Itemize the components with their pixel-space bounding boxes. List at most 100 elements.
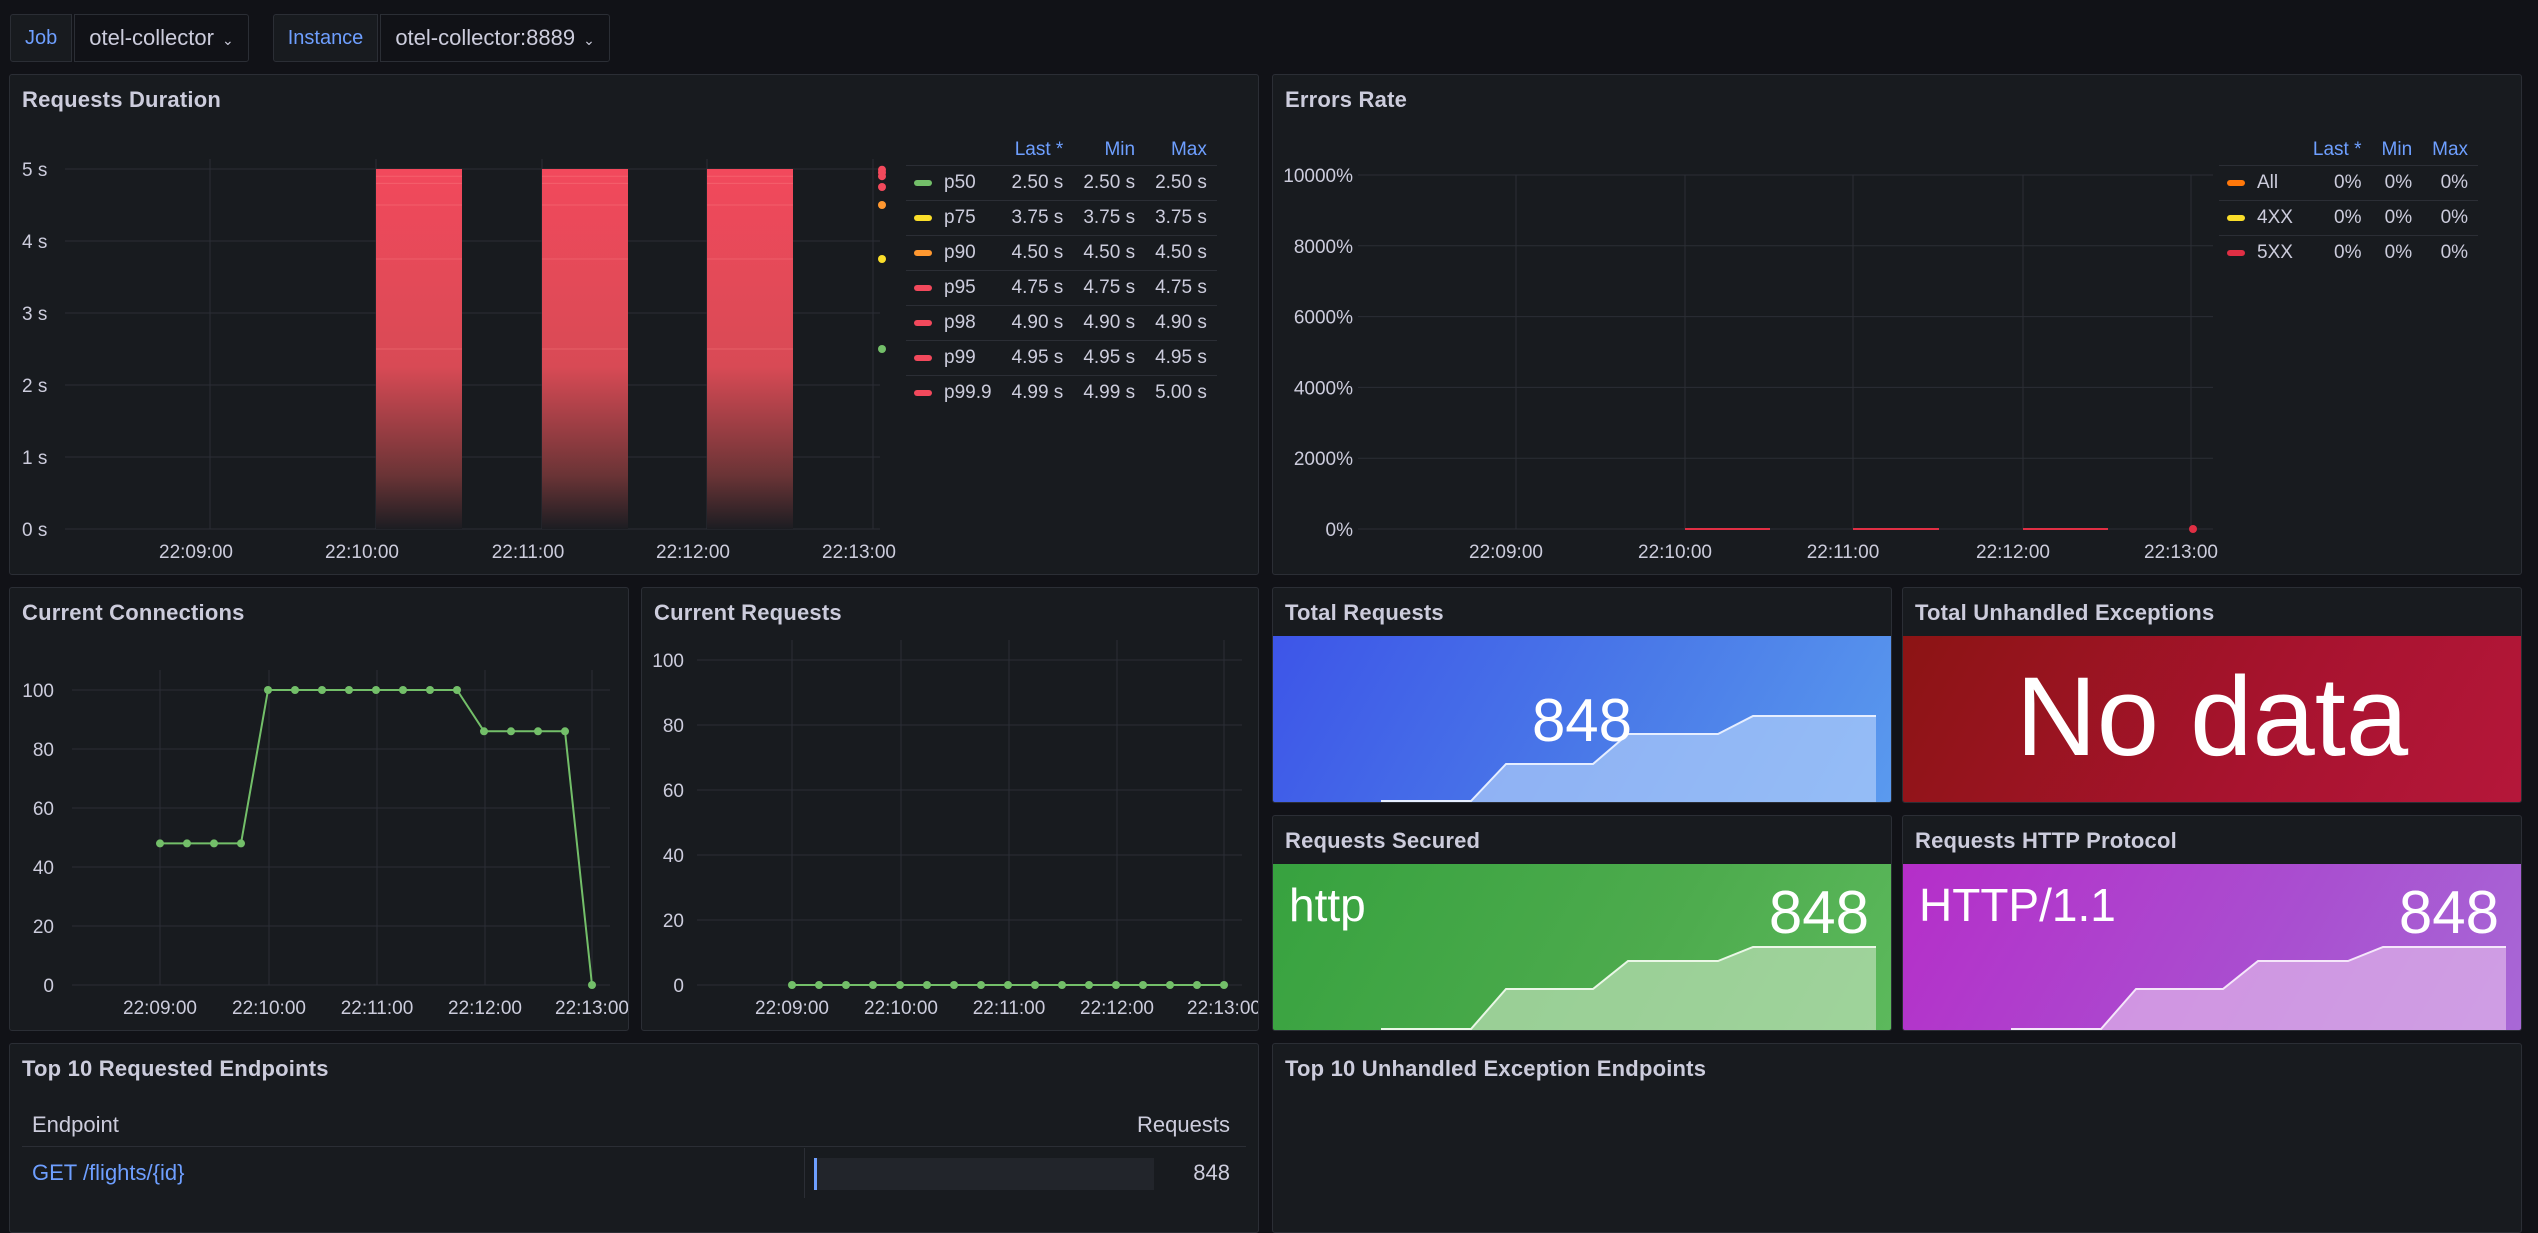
legend-swatch <box>914 354 932 361</box>
y-tick-label: 0% <box>1326 520 1354 541</box>
y-tick-label: 5 s <box>22 160 47 181</box>
legend-value-max: 4.75 s <box>1145 270 1217 306</box>
legend-row-p50[interactable]: p50 2.50 s 2.50 s 2.50 s <box>906 165 1217 201</box>
data-point <box>1112 981 1120 989</box>
column-header-endpoint[interactable]: Endpoint <box>32 1112 119 1137</box>
data-point <box>399 686 407 694</box>
legend-value-min: 3.75 s <box>1073 200 1146 236</box>
y-tick-label: 2000% <box>1294 449 1353 470</box>
legend-row-p999[interactable]: p99.9 4.99 s 4.99 s 5.00 s <box>906 375 1217 410</box>
data-point <box>534 727 542 736</box>
legend-row-p98[interactable]: p98 4.90 s 4.90 s 4.90 s <box>906 305 1217 341</box>
legend-row-5xx[interactable]: 5XX 0% 0% 0% <box>2219 235 2479 270</box>
panel-title: Total Unhandled Exceptions <box>1915 600 2215 625</box>
legend-row-p95[interactable]: p95 4.75 s 4.75 s 4.75 s <box>906 270 1217 306</box>
table-header-divider <box>22 1146 1246 1147</box>
series-line <box>160 689 593 986</box>
y-tick-label: 0 <box>673 976 684 997</box>
data-point <box>291 686 299 694</box>
y-tick-label: 4000% <box>1294 378 1353 399</box>
requests-bar-fill <box>814 1158 817 1190</box>
data-point <box>1220 981 1228 989</box>
column-header-requests[interactable]: Requests <box>1137 1112 1230 1137</box>
stat-sparkline <box>1381 946 1876 1030</box>
data-point <box>977 981 985 989</box>
y-tick-label: 1 s <box>22 448 47 469</box>
variable-select-instance[interactable]: otel-collector:8889 ⌄ <box>380 14 610 62</box>
y-tick-label: 2 s <box>22 376 47 397</box>
requests-count: 848 <box>1193 1160 1230 1185</box>
requests-bar-cell <box>804 1148 805 1198</box>
x-tick-label: 22:11:00 <box>973 998 1046 1019</box>
x-tick-label: 22:09:00 <box>1469 542 1543 563</box>
legend-row-p75[interactable]: p75 3.75 s 3.75 s 3.75 s <box>906 200 1217 236</box>
y-tick-label: 100 <box>22 681 54 702</box>
data-point <box>878 165 886 174</box>
current-requests-chart[interactable]: 0 20 40 60 80 100 22:09:00 22:10:00 22:11:00 22:1… <box>642 588 1259 1031</box>
errors-rate-chart[interactable]: 0% 2000% 4000% 6000% 8000% 10000% 22:09:00 22:… <box>1273 105 2223 575</box>
panel-title: Requests HTTP Protocol <box>1915 828 2177 853</box>
panel-requests-http-protocol[interactable]: Requests HTTP Protocol HTTP/1.1 848 <box>1902 815 2522 1031</box>
panel-requests-secured[interactable]: Requests Secured http 848 <box>1272 815 1892 1031</box>
legend-header-max[interactable]: Max <box>1170 139 1207 160</box>
legend-swatch <box>914 389 932 396</box>
legend-header-last[interactable]: Last * <box>1014 139 1064 160</box>
variable-select-job[interactable]: otel-collector ⌄ <box>74 14 249 62</box>
endpoint-link[interactable]: GET /flights/{id} <box>32 1160 185 1185</box>
grid <box>697 640 1242 986</box>
legend-value-max: 2.50 s <box>1145 165 1217 201</box>
x-tick-label: 22:10:00 <box>1638 542 1712 563</box>
data-point <box>842 981 850 989</box>
x-tick-label: 22:12:00 <box>656 542 730 563</box>
panel-top-requested-endpoints[interactable]: Top 10 Requested Endpoints Endpoint Requ… <box>9 1043 1259 1233</box>
panel-current-requests[interactable]: Current Requests 0 20 40 60 80 100 22:09:00 22:… <box>641 587 1259 1031</box>
data-point <box>2189 525 2197 533</box>
requests-duration-chart[interactable]: 0 s 1 s 2 s 3 s 4 s 5 s 22:09:00 22:10:00 22:11… <box>10 105 910 575</box>
legend-value-min: 4.75 s <box>1073 270 1146 306</box>
table-row[interactable]: GET /flights/{id} 848 <box>22 1148 1246 1198</box>
legend-header-min[interactable]: Min <box>1104 139 1136 160</box>
panel-top-unhandled-exception-endpoints[interactable]: Top 10 Unhandled Exception Endpoints <box>1272 1043 2522 1233</box>
legend-row-p99[interactable]: p99 4.95 s 4.95 s 4.95 s <box>906 340 1217 376</box>
panel-requests-duration[interactable]: Requests Duration 0 s 1 s 2 s 3 s 4 s 5 s 22:… <box>9 74 1259 575</box>
legend-series-name: p90 <box>944 242 976 263</box>
x-tick-label: 22:11:00 <box>1807 542 1880 563</box>
legend-row-all[interactable]: All 0% 0% 0% <box>2219 165 2479 201</box>
data-point <box>896 981 904 989</box>
variables-bar: Job otel-collector ⌄ Instance otel-collec… <box>10 14 634 62</box>
y-tick-label: 20 <box>663 911 684 932</box>
data-point <box>788 981 796 989</box>
panel-total-unhandled-exceptions[interactable]: Total Unhandled Exceptions No data <box>1902 587 2522 803</box>
legend-row-p90[interactable]: p90 4.50 s 4.50 s 4.50 s <box>906 235 1217 271</box>
stat-value: 848 <box>1768 879 1869 946</box>
heatmap-cell <box>542 169 628 529</box>
y-tick-label: 100 <box>652 651 684 672</box>
x-tick-label: 22:09:00 <box>123 998 197 1019</box>
legend-row-4xx[interactable]: 4XX 0% 0% 0% <box>2219 200 2479 236</box>
legend-value-last: 4.99 s <box>1001 375 1074 410</box>
legend-header-last[interactable]: Last * <box>2312 139 2362 160</box>
panel-current-connections[interactable]: Current Connections 0 20 40 60 80 100 22:09:00… <box>9 587 629 1031</box>
panel-errors-rate[interactable]: Errors Rate 0% 2000% 4000% 6000% 8000% 10000%… <box>1272 74 2522 575</box>
y-tick-label: 40 <box>663 846 684 867</box>
data-point <box>878 255 886 263</box>
data-point <box>426 686 434 694</box>
y-tick-label: 0 <box>43 976 54 997</box>
stat-background: No data <box>1903 636 2521 802</box>
current-connections-chart[interactable]: 0 20 40 60 80 100 22:09:00 22:10:00 22:11:00 22:1… <box>10 588 629 1031</box>
legend-header-max[interactable]: Max <box>2432 139 2469 160</box>
panel-total-requests[interactable]: Total Requests 848 <box>1272 587 1892 803</box>
stat-background: HTTP/1.1 848 <box>1903 864 2521 1030</box>
x-tick-label: 22:09:00 <box>159 542 233 563</box>
legend-swatch <box>914 249 932 256</box>
legend-header-min[interactable]: Min <box>2381 139 2413 160</box>
data-point <box>950 981 958 989</box>
y-tick-label: 80 <box>663 716 684 737</box>
data-point <box>264 686 272 694</box>
data-point <box>815 981 823 989</box>
panel-title: Total Requests <box>1285 600 1444 625</box>
x-tick-label: 22:09:00 <box>755 998 829 1019</box>
x-tick-label: 22:11:00 <box>492 542 565 563</box>
data-point <box>878 345 886 353</box>
y-tick-label: 6000% <box>1294 308 1353 329</box>
